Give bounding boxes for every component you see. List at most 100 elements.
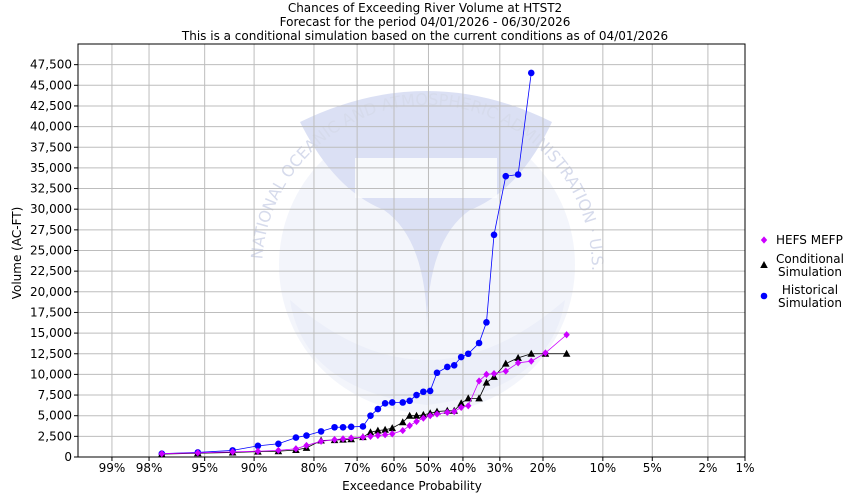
y-axis-title: Volume (AC-FT): [10, 207, 24, 300]
hefs-mefp-point: [457, 403, 465, 412]
historical-simulation-point: [443, 363, 451, 371]
x-tick-label: 95%: [191, 461, 218, 475]
watermark-circle: [279, 117, 575, 413]
historical-simulation-point: [381, 400, 389, 407]
y-tick-label: 2,500: [38, 429, 72, 443]
conditional-simulation-point: [366, 428, 375, 436]
historical-simulation-point: [433, 369, 441, 377]
historical-simulation-point: [331, 423, 338, 431]
x-tick-label: 70%: [344, 461, 371, 475]
hefs-mefp-point: [194, 449, 201, 457]
hefs-mefp-point: [451, 407, 458, 416]
watermark-noaa-mark: [355, 158, 497, 198]
historical-simulation-point: [464, 350, 472, 358]
x-tick-label: 60%: [381, 461, 408, 475]
x-tick-label: 5%: [643, 461, 662, 475]
y-axis-ticks: 0 2,500 5,000 7,500 10,000 12,500 15,000 17,500…: [30, 58, 78, 464]
x-axis-title: Exceedance Probability: [342, 479, 482, 493]
historical-simulation-point: [317, 428, 325, 435]
x-tick-label: 1%: [735, 461, 754, 475]
series-hefs-mefp: [158, 331, 570, 458]
hefs-mefp-point: [490, 369, 498, 378]
y-tick-label: 17,500: [30, 305, 72, 319]
hefs-mefp-point: [483, 370, 490, 378]
hefs-mefp-point: [465, 402, 472, 410]
hefs-mefp-point: [331, 436, 338, 444]
legend-marker-historical-simulation: [760, 292, 768, 300]
y-tick-label: 47,500: [30, 58, 72, 72]
hefs-mefp-point: [275, 446, 282, 454]
hefs-mefp-point: [420, 414, 427, 422]
conditional-simulation-point: [464, 394, 473, 402]
hefs-mefp-point: [399, 426, 406, 435]
historical-simulation-point: [406, 397, 413, 405]
y-tick-label: 42,500: [30, 99, 72, 113]
y-tick-label: 0: [64, 450, 72, 464]
legend-label: Historical: [782, 283, 838, 297]
x-tick-label: 50%: [415, 461, 442, 475]
x-tick-label: 30%: [486, 461, 513, 475]
x-tick-label: 10%: [590, 461, 617, 475]
x-tick-label: 80%: [301, 461, 328, 475]
historical-simulation-point: [483, 319, 490, 326]
conditional-simulation-point: [501, 359, 510, 367]
hefs-mefp-point: [229, 448, 236, 456]
hefs-mefp-point: [359, 433, 367, 441]
y-tick-label: 5,000: [38, 409, 72, 423]
chart-title-line-3: This is a conditional simulation based o…: [181, 29, 668, 43]
y-tick-label: 10,000: [30, 367, 72, 381]
conditional-simulation-point: [405, 411, 414, 419]
y-tick-label: 40,000: [30, 120, 72, 134]
conditional-simulation-point: [388, 424, 397, 432]
historical-simulation-point: [475, 339, 483, 347]
hefs-mefp-point: [303, 441, 310, 450]
historical-simulation-point: [374, 405, 382, 413]
legend-marker-conditional-simulation: [760, 261, 768, 268]
x-tick-label: 98%: [136, 461, 163, 475]
conditional-simulation-point: [475, 394, 483, 402]
y-tick-label: 15,000: [30, 326, 72, 340]
conditional-simulation-point: [419, 410, 428, 418]
y-tick-label: 20,000: [30, 285, 72, 299]
y-tick-label: 35,000: [30, 161, 72, 175]
historical-simulation-point: [490, 231, 498, 239]
legend-item-hefs-mefp: HEFS MEFP: [760, 233, 843, 247]
y-tick-label: 12,500: [30, 347, 72, 361]
hefs-mefp-point: [317, 437, 325, 445]
hefs-mefp-point: [406, 422, 413, 430]
x-tick-label: 20%: [530, 461, 557, 475]
chart-legend: HEFS MEFPConditionalSimulationHistorical…: [760, 233, 844, 310]
watermark-bird-shape: [300, 91, 552, 330]
legend-marker-hefs-mefp: [760, 236, 768, 244]
hefs-mefp-line: [161, 334, 567, 455]
historical-simulation-point: [450, 362, 458, 369]
historical-simulation-point: [514, 171, 522, 178]
historical-simulation-point: [303, 432, 310, 439]
conditional-simulation-point: [527, 349, 536, 357]
conditional-simulation-point: [398, 418, 407, 426]
hefs-mefp-point: [433, 410, 441, 418]
historical-simulation-point: [339, 423, 347, 431]
chart-series: [157, 69, 571, 458]
x-axis-ticks: 99% 98% 95% 90% 80% 70% 60% 50% 40% 30% 20% 10% 5% 2%…: [99, 457, 755, 475]
noaa-logo-watermark: NATIONAL OCEANIC AND ATMOSPHERIC ADMINIS…: [0, 0, 607, 413]
hefs-mefp-point: [563, 331, 570, 339]
historical-simulation-point: [254, 442, 262, 450]
historical-simulation-point: [457, 353, 465, 361]
conditional-simulation-point: [374, 426, 382, 434]
chart-title: Chances of Exceeding River Volume at HTS…: [181, 1, 668, 43]
hefs-mefp-point: [389, 430, 396, 438]
x-tick-label: 90%: [241, 461, 268, 475]
hefs-mefp-point: [339, 435, 347, 443]
hefs-mefp-point: [374, 431, 382, 440]
historical-simulation-point: [347, 423, 355, 431]
hefs-mefp-point: [367, 432, 374, 440]
y-tick-label: 25,000: [30, 244, 72, 258]
x-tick-label: 2%: [698, 461, 717, 475]
conditional-simulation-point: [381, 425, 389, 433]
y-tick-label: 27,500: [30, 223, 72, 237]
y-tick-label: 37,500: [30, 140, 72, 154]
hefs-mefp-point: [158, 450, 165, 458]
chart-title-line-1: Chances of Exceeding River Volume at HTS…: [288, 1, 562, 15]
